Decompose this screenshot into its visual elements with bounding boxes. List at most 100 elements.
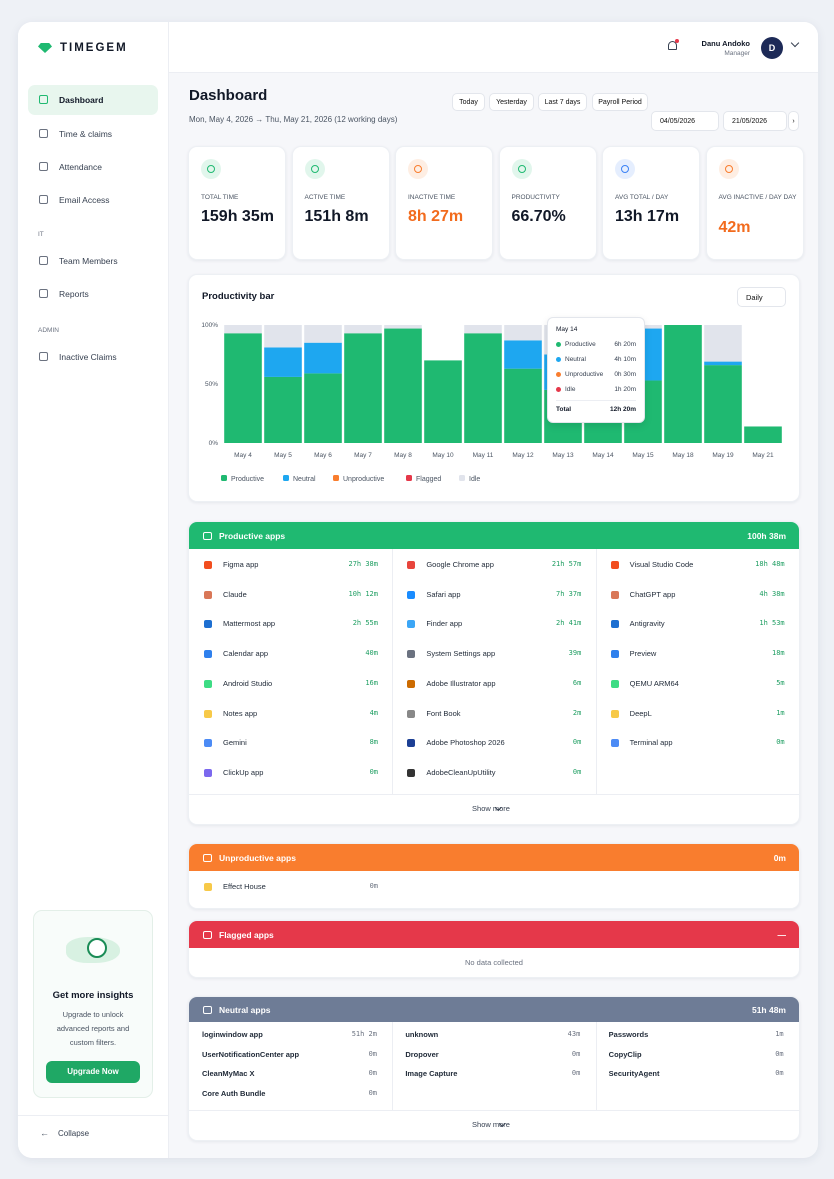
app-icon (204, 620, 212, 629)
filter-button[interactable]: Yesterday (489, 93, 534, 111)
chart: 0% 50% 100% May 4 May 5 May 6 May 7 May 8 May 10… (201, 322, 782, 483)
app-name: UserNotificationCenter app (202, 1049, 300, 1059)
bell-badge (675, 39, 679, 43)
nav-item[interactable]: Dashboard (28, 85, 158, 115)
main: Dashboard Mon, May 4, 2026 → Thu, May 21,… (18, 22, 818, 1158)
nav-label: Reports (59, 289, 89, 299)
collapse-button[interactable]: Collapse (58, 1129, 90, 1138)
tooltip-value: 1h 20m (614, 386, 636, 393)
upgrade-button[interactable]: Upgrade Now (46, 1061, 140, 1083)
stat-label: AVG TOTAL / DAY (615, 194, 669, 201)
filter-button[interactable]: Today (452, 93, 485, 111)
app-time: 4m (369, 708, 378, 717)
app-time: 10h 12m (348, 589, 378, 598)
nav-item[interactable]: Reports (28, 279, 158, 309)
legend-swatch (459, 475, 465, 481)
app-group-card: Productive apps 100h 38m Figma app 27h 38m C… (188, 521, 800, 825)
show-more-button[interactable]: Show more (472, 803, 510, 813)
group-header (189, 921, 799, 948)
x-tick-label: May 21 (752, 452, 774, 459)
tooltip-dot (556, 357, 561, 362)
app-icon (407, 679, 416, 688)
app-time: 1m (776, 708, 785, 717)
nav-label: Inactive Claims (59, 352, 117, 362)
date-input[interactable]: 04/05/2026 (651, 111, 719, 131)
x-tick-label: May 6 (314, 452, 332, 459)
app-time: 18m (772, 649, 785, 658)
app-name: Finder app (426, 619, 463, 629)
nav-item[interactable]: Time & claims (28, 119, 158, 149)
app-icon (610, 620, 619, 629)
nav-item[interactable]: Attendance (28, 152, 158, 182)
app-icon (610, 561, 619, 569)
tooltip-dot (556, 372, 561, 377)
app-name: CleanMyMac X (202, 1069, 255, 1078)
column-divider (595, 1022, 597, 1110)
tooltip-dot (556, 342, 561, 347)
stat-value: 151h 8m (304, 208, 369, 225)
app-time: 0m (776, 738, 785, 747)
filter-button[interactable]: Payroll Period (592, 93, 648, 111)
app-time: 43m (567, 1030, 581, 1038)
stat-icon-dot (517, 165, 526, 173)
stat-card: AVG INACTIVE / DAY DAY 42m (705, 146, 804, 260)
nav-item[interactable]: Inactive Claims (28, 342, 158, 372)
tooltip-total: 12h 20m (609, 406, 636, 413)
bar-segment (504, 325, 542, 341)
app-name: Android Studio (223, 678, 273, 688)
group-title: Flagged apps (219, 929, 274, 940)
group-title: Neutral apps (219, 1004, 271, 1015)
app-icon (204, 679, 212, 688)
chart-tooltip: May 14 Productive 6h 20m Neutral 4h 10m Unpro… (547, 317, 645, 423)
app-icon (204, 739, 212, 748)
app-icon (610, 679, 619, 688)
stat-icon-dot (621, 165, 629, 173)
legend-label: Neutral (293, 476, 316, 483)
avatar[interactable]: D (761, 37, 783, 59)
app-time: 4h 38m (759, 589, 785, 598)
period-dropdown[interactable]: Daily (737, 287, 786, 307)
stat-card: PRODUCTIVITY 66.70% (498, 146, 597, 260)
bar-segment (264, 325, 302, 348)
group-divider (189, 793, 799, 795)
app-time: 40m (365, 649, 378, 658)
nav-icon (39, 129, 48, 138)
app-name: SecurityAgent (608, 1069, 660, 1078)
app-time: 0m (369, 882, 378, 890)
app-icon (204, 561, 212, 569)
group-header (189, 844, 799, 871)
nav-item[interactable]: Email Access (28, 185, 158, 215)
y-tick-label: 0% (209, 440, 219, 447)
show-more-button[interactable]: Show more (472, 1120, 510, 1129)
app-name: Effect House (223, 882, 266, 891)
filter-button[interactable]: Last 7 days (538, 93, 587, 111)
app-icon (204, 768, 212, 777)
promo-card: Get more insights Upgrade to unlock advan… (33, 910, 153, 1098)
nav-item[interactable]: Team Members (28, 246, 158, 276)
column-divider (595, 549, 597, 794)
app-icon (407, 561, 416, 569)
app-group-card: Flagged apps — No data collected (188, 920, 800, 978)
tooltip-name: Unproductive (565, 371, 604, 378)
bar-segment (264, 376, 302, 443)
next-button[interactable]: › (788, 111, 799, 131)
bar-segment (304, 325, 342, 343)
app-time: 21h 57m (551, 560, 582, 568)
nav-label: Attendance (59, 162, 103, 172)
stat-value: 13h 17m (615, 208, 680, 225)
date-input[interactable]: 21/05/2026 (723, 111, 787, 131)
tooltip-total-label: Total (556, 406, 572, 413)
legend-label: Unproductive (343, 476, 384, 483)
app-icon (610, 650, 619, 659)
app-time: 2h 41m (556, 619, 582, 628)
app-icon (204, 709, 212, 718)
empty-message: No data collected (465, 958, 523, 967)
stat-value: 8h 27m (408, 208, 464, 225)
app-time: 0m (775, 1069, 784, 1077)
sidebar: TIMEGEM Dashboard Time & claims Attendance E… (18, 22, 169, 1158)
legend-label: Flagged (416, 476, 441, 483)
stat-value: 159h 35m (201, 208, 274, 225)
app-icon (204, 883, 212, 891)
bell-icon[interactable] (668, 41, 677, 50)
